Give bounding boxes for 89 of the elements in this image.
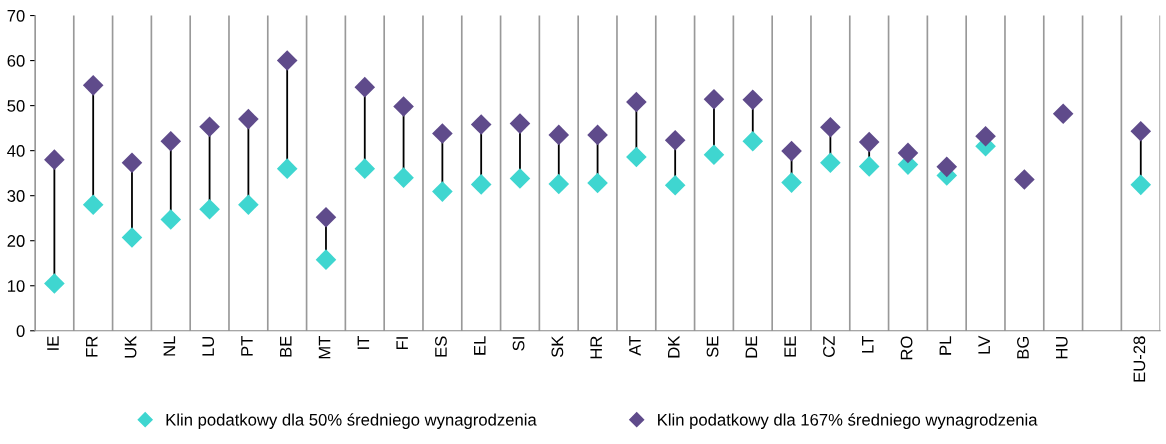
point [470, 114, 492, 135]
x-tick-label: LV [978, 335, 990, 354]
y-tick-label: 0 [16, 325, 25, 337]
x-tick-label: EE [784, 336, 796, 357]
point [82, 194, 104, 215]
point [238, 194, 259, 215]
point [975, 125, 996, 147]
x-tick-label: FR [86, 336, 98, 357]
x-tick-label: MT [318, 336, 331, 359]
x-tick-label: RO [900, 336, 913, 360]
point [121, 227, 143, 248]
x-tick-label: SI [512, 337, 525, 351]
point [742, 89, 764, 111]
point [548, 124, 570, 146]
x-tick-label: NL [163, 336, 176, 356]
y-tick-label: 20 [7, 235, 25, 247]
x-tick-label: EU-28 [1133, 336, 1146, 382]
point [936, 156, 958, 178]
point [820, 152, 841, 174]
point [160, 130, 182, 152]
point [238, 108, 259, 130]
point [587, 172, 608, 194]
point [44, 273, 65, 294]
x-tick-label: DE [745, 336, 758, 358]
x-tick-label: EL [474, 336, 486, 355]
point [703, 89, 725, 110]
x-tick-label: UK [124, 335, 137, 358]
x-tick-label: AT [629, 336, 641, 356]
point [470, 174, 492, 195]
point [432, 181, 453, 202]
point [1052, 103, 1074, 125]
x-tick-label: DK [668, 335, 680, 358]
point [626, 146, 647, 168]
x-tick-label: BE [280, 336, 292, 357]
point [121, 152, 143, 174]
point [393, 96, 414, 117]
point [820, 116, 841, 138]
x-tick-label: ES [435, 336, 447, 357]
x-tick-label: CZ [823, 336, 835, 358]
point [393, 167, 414, 188]
point [432, 123, 453, 144]
point [276, 50, 298, 71]
x-tick-label: BG [1017, 336, 1029, 359]
point [781, 140, 802, 162]
y-tick-label: 10 [7, 280, 25, 292]
point [1014, 169, 1035, 190]
point [509, 113, 531, 134]
x-tick-label: LU [202, 336, 215, 356]
y-tick-label: 50 [7, 100, 25, 112]
point [703, 144, 725, 165]
legend-label: Klin podatkowy dla 50% średniego wynagrodzenia [166, 413, 537, 429]
x-tick-label: PT [241, 336, 253, 356]
x-tick-label: LT [862, 336, 874, 353]
point [664, 175, 686, 196]
x-tick-label: HR [590, 336, 602, 359]
y-tick-label: 30 [7, 190, 25, 202]
y-tick-label: 40 [7, 145, 25, 157]
point [509, 168, 531, 189]
x-tick-label: HU [1056, 336, 1068, 359]
point [199, 198, 220, 220]
point [897, 142, 919, 164]
y-tick-label: 60 [7, 54, 25, 67]
x-tick-label: IE [47, 336, 59, 350]
x-tick-label: IT [357, 336, 370, 349]
point [664, 129, 686, 151]
point [742, 130, 764, 152]
point [315, 206, 337, 228]
point [276, 158, 298, 179]
point [1130, 174, 1152, 196]
point [858, 156, 880, 177]
x-tick-label: SK [551, 335, 564, 358]
x-tick-label: FI [396, 337, 408, 350]
point [82, 75, 104, 96]
point [44, 149, 65, 170]
legend-label: Klin podatkowy dla 167% średniego wynagrodzenia [658, 413, 1038, 429]
x-tick-label: SE [706, 336, 719, 358]
point [781, 172, 802, 193]
point [626, 91, 647, 113]
point [858, 131, 880, 153]
point [1130, 120, 1152, 142]
y-tick-label: 70 [7, 9, 25, 22]
point [548, 173, 570, 195]
point [354, 158, 376, 179]
point [354, 76, 376, 98]
point [199, 116, 220, 138]
point [315, 249, 337, 270]
point [587, 124, 608, 146]
point [160, 209, 182, 230]
x-tick-label: PL [939, 336, 952, 355]
